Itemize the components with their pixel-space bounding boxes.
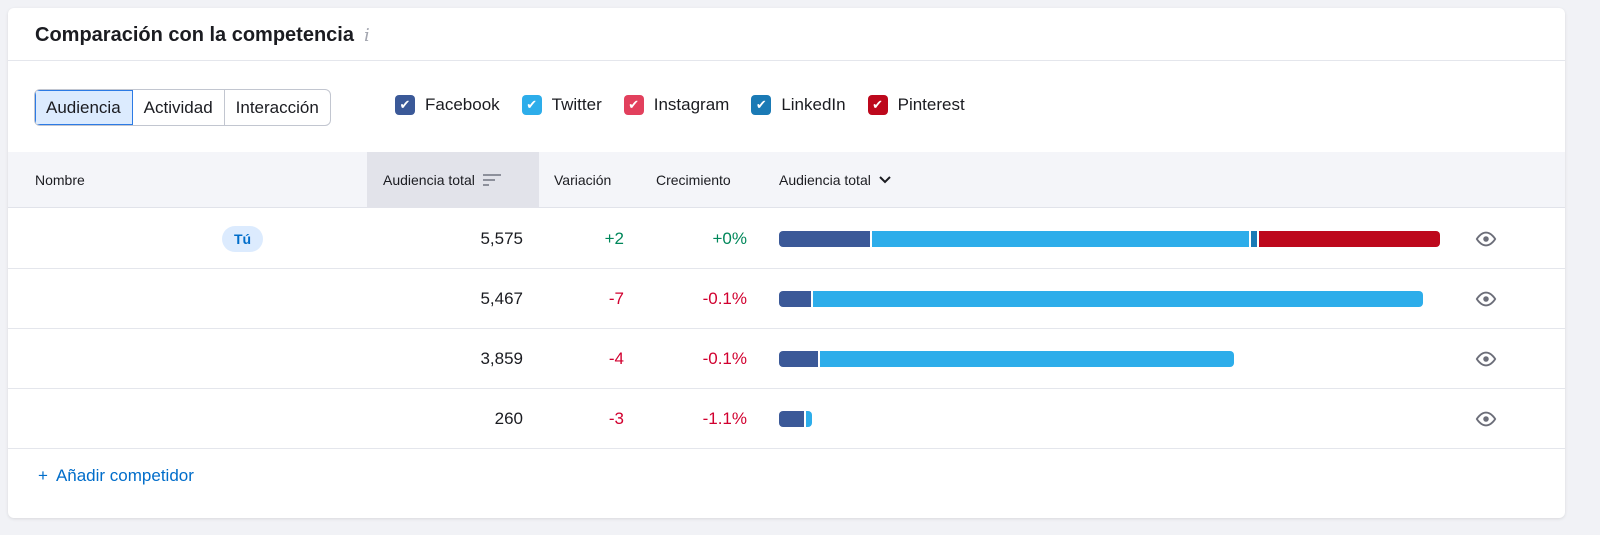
bar-segment-pinterest xyxy=(1259,231,1440,247)
checkbox-checked-icon[interactable]: ✔ xyxy=(395,95,415,115)
you-badge: Tú xyxy=(222,226,264,252)
column-audience-label: Audiencia total xyxy=(383,172,475,188)
network-filters: ✔ Facebook ✔ Twitter ✔ Instagram ✔ LinkedIn ✔ Pin… xyxy=(395,95,965,115)
variation-value: -3 xyxy=(608,409,624,428)
column-audience-chart-label: Audiencia total xyxy=(779,172,871,188)
add-competitor-button[interactable]: + Añadir competidor xyxy=(38,466,194,486)
growth-value: +0% xyxy=(712,229,748,248)
growth-value: -1.1% xyxy=(702,409,747,428)
checkbox-checked-icon[interactable]: ✔ xyxy=(867,95,888,115)
filter-label: Facebook xyxy=(425,95,500,114)
filter-label: Twitter xyxy=(551,95,602,114)
table-row: Tú 5,575 +2 +0% xyxy=(8,209,1565,269)
filter-label: LinkedIn xyxy=(781,95,846,114)
column-audience-sorted[interactable]: Audiencia total xyxy=(367,152,539,208)
audience-value: 260 xyxy=(494,409,523,428)
filter-pinterest[interactable]: ✔ Pinterest xyxy=(867,95,965,115)
add-competitor-label: Añadir competidor xyxy=(55,466,194,485)
tab-actividad[interactable]: Actividad xyxy=(133,90,225,125)
bar-segment-facebook xyxy=(779,291,811,307)
column-variation[interactable]: Variación xyxy=(554,172,612,188)
column-name[interactable]: Nombre xyxy=(35,172,85,188)
bar-segment-facebook xyxy=(779,411,804,427)
table-row: 260 -3 -1.1% xyxy=(8,389,1565,449)
tab-audiencia[interactable]: Audiencia xyxy=(35,90,133,125)
table-header: Nombre Audiencia total Variación Crecimi… xyxy=(8,152,1565,208)
column-growth[interactable]: Crecimiento xyxy=(656,172,731,188)
bar-segment-twitter xyxy=(819,351,1235,367)
audience-stacked-bar xyxy=(779,351,1235,367)
table-row: 5,467 -7 -0.1% xyxy=(8,269,1565,329)
competitor-comparison-card: Comparación con la competencia i Audienc… xyxy=(8,8,1565,518)
table-row: 3,859 -4 -0.1% xyxy=(8,329,1565,389)
variation-value: +2 xyxy=(604,229,624,248)
sort-icon xyxy=(482,174,501,186)
bar-segment-twitter xyxy=(872,231,1250,247)
column-audience-chart-dropdown[interactable]: Audiencia total xyxy=(779,152,891,208)
filter-instagram[interactable]: ✔ Instagram xyxy=(623,95,730,115)
filter-label: Instagram xyxy=(653,95,730,114)
eye-icon[interactable] xyxy=(1475,348,1497,370)
checkbox-checked-icon[interactable]: ✔ xyxy=(623,95,644,115)
audience-value: 3,859 xyxy=(480,349,523,368)
plus-icon: + xyxy=(38,466,48,485)
checkbox-checked-icon[interactable]: ✔ xyxy=(751,95,772,115)
bar-segment-facebook xyxy=(779,231,871,247)
chevron-down-icon xyxy=(879,176,891,184)
metric-tabs: Audiencia Actividad Interacción xyxy=(34,89,331,126)
card-title: Comparación con la competencia xyxy=(35,24,354,46)
variation-value: -7 xyxy=(608,289,624,308)
filter-twitter[interactable]: ✔ Twitter xyxy=(521,95,602,115)
audience-stacked-bar xyxy=(779,231,1440,247)
bar-segment-facebook xyxy=(779,351,818,367)
filter-linkedin[interactable]: ✔ LinkedIn xyxy=(751,95,846,115)
filter-label: Pinterest xyxy=(897,95,965,114)
bar-segment-twitter xyxy=(812,291,1424,307)
growth-value: -0.1% xyxy=(702,349,747,368)
info-icon[interactable]: i xyxy=(363,25,370,46)
audience-stacked-bar xyxy=(779,291,1424,307)
checkbox-checked-icon[interactable]: ✔ xyxy=(521,95,542,115)
divider xyxy=(8,60,1565,61)
bar-segment-linkedin xyxy=(1251,231,1258,247)
card-header: Comparación con la competencia i xyxy=(35,24,370,47)
eye-icon[interactable] xyxy=(1475,408,1497,430)
audience-value: 5,575 xyxy=(480,229,523,248)
audience-stacked-bar xyxy=(779,411,812,427)
eye-icon[interactable] xyxy=(1475,288,1497,310)
eye-icon[interactable] xyxy=(1475,228,1497,250)
audience-value: 5,467 xyxy=(480,289,523,308)
growth-value: -0.1% xyxy=(702,289,747,308)
variation-value: -4 xyxy=(608,349,624,368)
filter-facebook[interactable]: ✔ Facebook xyxy=(395,95,500,115)
bar-segment-twitter xyxy=(805,411,812,427)
tab-interaccion[interactable]: Interacción xyxy=(235,97,319,117)
